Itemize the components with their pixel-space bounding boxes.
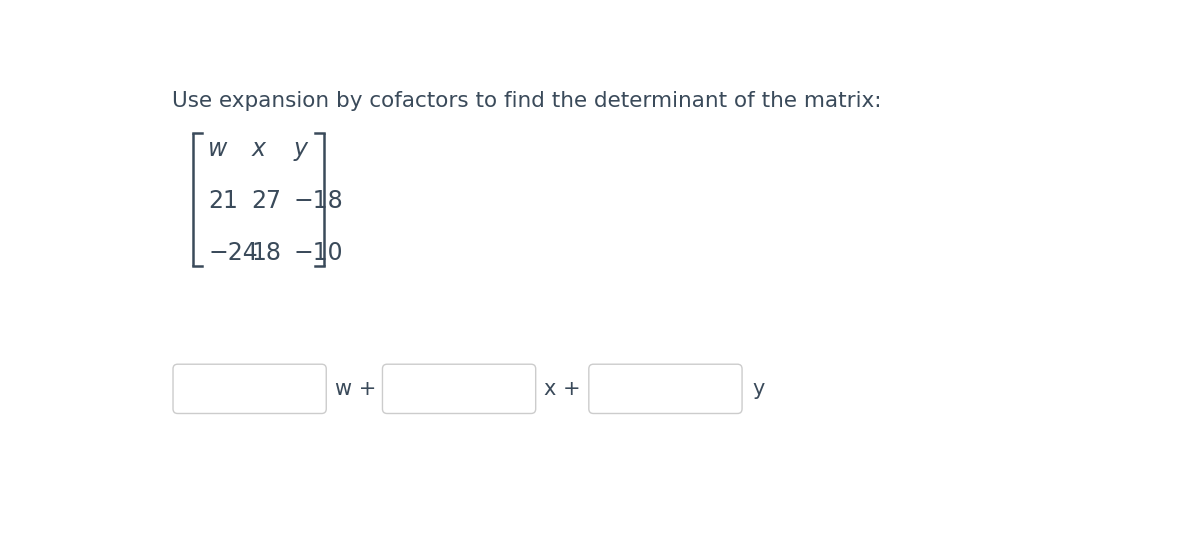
Text: −10: −10 — [293, 240, 343, 265]
Text: y: y — [293, 136, 307, 161]
Text: w: w — [209, 136, 228, 161]
Text: 21: 21 — [209, 189, 239, 213]
Text: −24: −24 — [209, 240, 258, 265]
Text: w +: w + — [336, 379, 377, 399]
FancyBboxPatch shape — [173, 364, 326, 413]
Text: y: y — [752, 379, 764, 399]
Text: 27: 27 — [252, 189, 282, 213]
Text: x +: x + — [544, 379, 581, 399]
Text: −18: −18 — [293, 189, 343, 213]
Text: Use expansion by cofactors to find the determinant of the matrix:: Use expansion by cofactors to find the d… — [173, 91, 882, 111]
Text: x: x — [252, 136, 265, 161]
FancyBboxPatch shape — [383, 364, 535, 413]
FancyBboxPatch shape — [589, 364, 742, 413]
Text: 18: 18 — [252, 240, 282, 265]
